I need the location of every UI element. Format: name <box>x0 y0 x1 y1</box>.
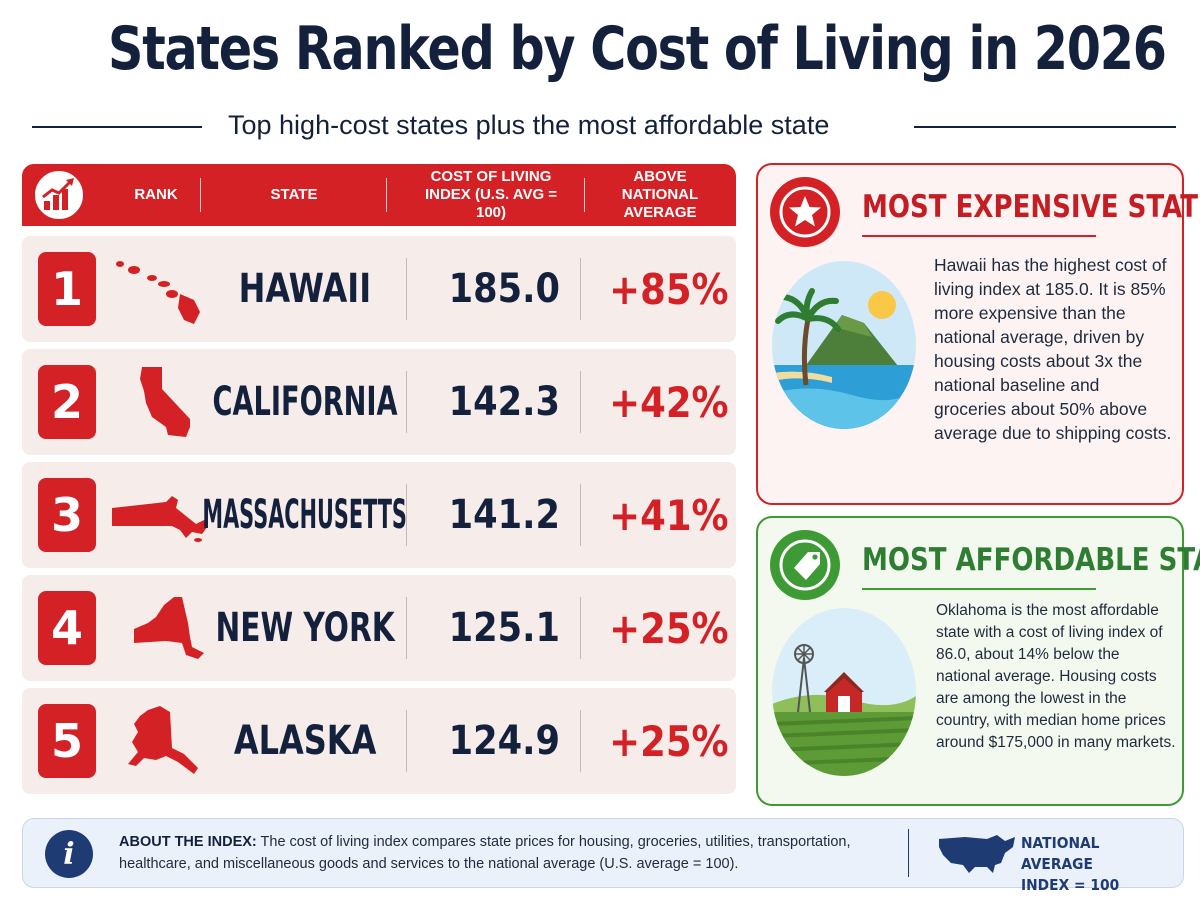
rank-badge: 5 <box>38 704 96 778</box>
cost-index-value: 124.9 <box>448 718 560 764</box>
above-average-value: +41% <box>609 490 729 540</box>
table-row: 1 HAWAII 185.0 +85% <box>22 236 736 342</box>
about-index-body: The cost of living index compares state … <box>119 834 851 872</box>
header-state: STATE <box>270 186 318 203</box>
divider <box>32 126 202 128</box>
massachusetts-shape-icon <box>108 476 216 554</box>
above-average-value: +85% <box>609 264 729 314</box>
national-average-index: INDEX = 100 <box>1021 876 1120 894</box>
farm-illustration <box>772 608 916 776</box>
state-name: HAWAII <box>238 266 372 312</box>
most-expensive-card: MOST EXPENSIVE STATE Hawaii has the high… <box>756 163 1200 505</box>
hawaii-shape-icon <box>108 250 216 328</box>
card-title: MOST EXPENSIVE STATE <box>862 189 1200 225</box>
header-divider <box>200 178 201 212</box>
cost-index-value: 185.0 <box>448 266 560 312</box>
star-icon <box>770 177 840 247</box>
header-above: ABOVE NATIONAL AVERAGE <box>621 168 699 221</box>
state-name: NEW YORK <box>215 605 395 651</box>
about-index-footer: i ABOUT THE INDEX: The cost of living in… <box>22 818 1184 894</box>
subtitle-row: Top high-cost states plus the most affor… <box>32 108 1176 144</box>
national-average-label: NATIONAL AVERAGE <box>1021 834 1100 873</box>
page-subtitle: Top high-cost states plus the most affor… <box>228 110 830 140</box>
rank-badge: 3 <box>38 478 96 552</box>
price-tag-icon <box>770 530 840 600</box>
row-divider <box>406 710 407 772</box>
row-divider <box>406 597 407 659</box>
card-title: MOST AFFORDABLE STATE <box>862 542 1200 578</box>
about-index-text: ABOUT THE INDEX: The cost of living inde… <box>119 831 909 875</box>
card-description: Hawaii has the highest cost of living in… <box>934 255 1172 443</box>
header-divider <box>584 178 585 212</box>
state-name: MASSACHUSETTS <box>202 492 408 538</box>
cost-index-value: 142.3 <box>448 379 560 425</box>
us-map-icon <box>935 831 1019 877</box>
new-york-shape-icon <box>108 589 216 667</box>
table-row: 2 CALIFORNIA 142.3 +42% <box>22 349 736 455</box>
header-rank: RANK <box>134 186 178 203</box>
row-divider <box>580 371 581 433</box>
state-name: CALIFORNIA <box>212 379 398 425</box>
row-divider <box>580 258 581 320</box>
california-shape-icon <box>108 363 216 441</box>
rank-badge: 4 <box>38 591 96 665</box>
table-row: 5 ALASKA 124.9 +25% <box>22 688 736 794</box>
footer-divider <box>908 829 909 877</box>
national-average-note: NATIONAL AVERAGE INDEX = 100 <box>1021 833 1168 896</box>
page-title: States Ranked by Cost of Living in 2026 <box>108 14 1167 84</box>
row-divider <box>406 258 407 320</box>
state-name: ALASKA <box>233 718 377 764</box>
table-row: 4 NEW YORK 125.1 +25% <box>22 575 736 681</box>
about-index-label: ABOUT THE INDEX: <box>119 834 257 850</box>
table-header: RANK STATE COST OF LIVING INDEX (U.S. AV… <box>22 164 736 226</box>
tropical-island-illustration <box>772 261 916 429</box>
title-underline <box>862 588 1096 590</box>
row-divider <box>580 597 581 659</box>
row-divider <box>406 371 407 433</box>
most-affordable-card: MOST AFFORDABLE STATE Oklahoma is the mo… <box>756 516 1200 806</box>
cost-index-value: 125.1 <box>448 605 560 651</box>
row-divider <box>580 484 581 546</box>
rank-badge: 1 <box>38 252 96 326</box>
cost-index-value: 141.2 <box>448 492 560 538</box>
header-divider <box>386 178 387 212</box>
rank-badge: 2 <box>38 365 96 439</box>
info-icon: i <box>45 830 93 878</box>
above-average-value: +25% <box>609 603 729 653</box>
card-description: Oklahoma is the most affordable state wi… <box>936 602 1176 751</box>
table-row: 3 MASSACHUSETTS 141.2 +41% <box>22 462 736 568</box>
above-average-value: +25% <box>609 716 729 766</box>
rising-chart-icon <box>32 168 86 222</box>
divider <box>914 126 1176 128</box>
row-divider <box>580 710 581 772</box>
alaska-shape-icon <box>108 702 216 780</box>
title-underline <box>862 235 1096 237</box>
header-index: COST OF LIVING INDEX (U.S. AVG = 100) <box>424 168 558 221</box>
above-average-value: +42% <box>609 377 729 427</box>
row-divider <box>406 484 407 546</box>
